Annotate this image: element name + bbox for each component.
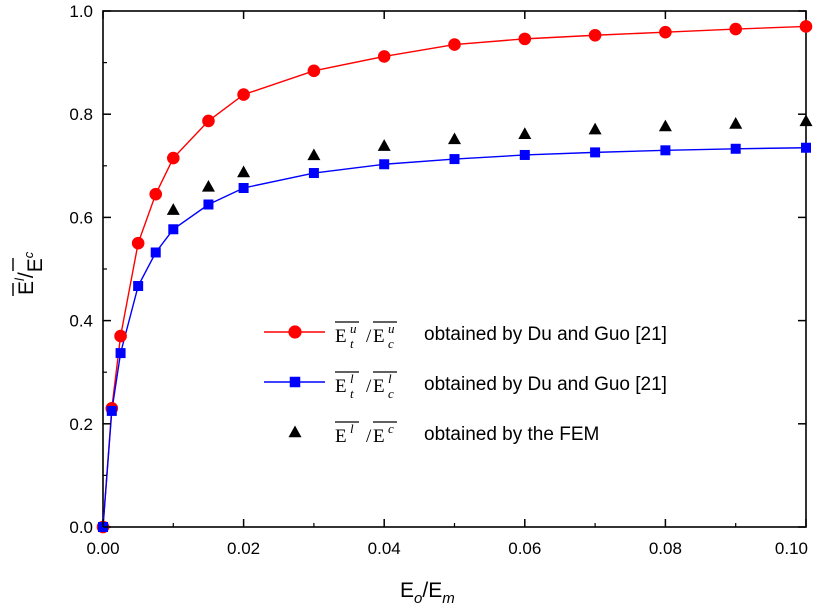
y-axis-title-part: E (24, 258, 47, 272)
y-tick-label: 0.2 (69, 415, 93, 434)
y-axis-title-part: / (15, 272, 38, 278)
legend-symbol-sep: / (366, 376, 372, 397)
y-axis-title: El/Ec (12, 251, 47, 296)
x-tick-label: 0.10 (775, 539, 808, 558)
x-axis-title-part: /E (422, 579, 442, 602)
legend-symbol-b: E (373, 426, 385, 447)
legend-label: obtained by the FEM (424, 424, 599, 445)
x-axis-title-part: E (400, 579, 414, 602)
y-tick-label: 0.8 (69, 105, 93, 124)
series-0-point (799, 20, 813, 33)
series-1-point (660, 145, 671, 156)
series-1-point (133, 281, 144, 292)
series-1-point (238, 182, 249, 193)
y-tick-label: 0.6 (69, 208, 93, 227)
x-axis-title-part: o (414, 590, 422, 607)
legend-symbol-a-sup: l (350, 371, 354, 386)
legend-symbol-b-sup: c (388, 421, 394, 436)
series-1-point (590, 147, 601, 158)
series-0-point (307, 64, 321, 78)
series-2-point (237, 165, 251, 178)
series-2-point (799, 114, 813, 127)
legend-marker (288, 425, 302, 438)
x-tick-label: 0.00 (86, 539, 119, 558)
series-0-point (448, 38, 461, 51)
series-0-point (202, 114, 215, 128)
series-1-point (449, 154, 460, 165)
series-2-point (729, 116, 743, 129)
series-0-point (729, 22, 743, 36)
legend-symbol-b-sup: u (388, 321, 395, 336)
series-2-point (658, 119, 672, 132)
legend-label: obtained by Du and Guo [21] (424, 374, 667, 395)
series-2-point (588, 122, 602, 135)
y-tick-label: 0.0 (69, 518, 93, 537)
legend-symbol-a: E (335, 426, 347, 447)
legend-symbol-b: E (373, 326, 385, 347)
x-tick-label: 0.06 (508, 539, 541, 558)
series-2-point (166, 203, 180, 215)
legend-symbol-a-sup: u (350, 321, 357, 336)
series-0-point (149, 187, 163, 201)
legend-marker (289, 376, 301, 388)
x-tick-label: 0.02 (227, 539, 260, 558)
series-2-point (448, 132, 461, 145)
legend-symbol-b-sub: c (388, 336, 394, 351)
series-0-point (114, 329, 127, 343)
series-1-point (801, 142, 811, 153)
series-2-point (307, 148, 321, 161)
series-0-line (102, 25, 807, 528)
x-tick-label: 0.08 (649, 539, 682, 558)
legend-marker (288, 325, 302, 339)
series-1-point (168, 224, 179, 235)
y-axis-title-part: E (15, 281, 38, 295)
x-tick-label: 0.04 (368, 539, 401, 558)
legend-symbol-a: E (335, 326, 347, 347)
legend-symbol-a-sub: t (350, 386, 354, 401)
series-1-point (106, 405, 117, 416)
y-tick-label: 1.0 (69, 2, 93, 21)
x-axis-title-part: m (442, 590, 455, 607)
legend-symbol-a: E (335, 376, 347, 397)
series-1-point (203, 199, 214, 210)
series-0-point (659, 25, 672, 39)
series-1-line (102, 147, 807, 528)
legend-symbol-sep: / (366, 426, 372, 447)
y-axis-title-text: El/Ec (12, 251, 47, 295)
plot-frame (102, 10, 807, 528)
legend-symbol-b: E (373, 376, 385, 397)
series-0-point (237, 88, 250, 101)
legend-symbol-b-sub: c (388, 386, 394, 401)
series-1-point (730, 143, 741, 154)
legend-symbol-b-sup: l (388, 371, 392, 386)
series-2-point (201, 179, 215, 192)
series-1-point (150, 247, 161, 258)
series-0-point (131, 236, 145, 250)
series-2-point (518, 127, 532, 140)
y-axis-title-part: c (21, 251, 36, 258)
series-1-point (115, 348, 126, 359)
series-1-point (379, 159, 390, 170)
series-0-point (167, 151, 180, 165)
series-1-point (308, 168, 319, 179)
series-2-point (377, 139, 391, 151)
legend-symbol-a-sub: t (350, 336, 354, 351)
y-axis-title-part: l (12, 277, 27, 281)
legend-symbol-a-sup: l (350, 421, 354, 436)
series-0-point (377, 50, 391, 63)
series-0-point (518, 32, 532, 46)
y-tick-label: 0.4 (69, 312, 93, 331)
x-axis-title: Eo/Em (400, 579, 455, 607)
legend-label: obtained by Du and Guo [21] (424, 324, 667, 345)
series-1-point (519, 149, 530, 160)
legend-symbol-sep: / (366, 326, 372, 347)
series-0-point (588, 28, 602, 42)
